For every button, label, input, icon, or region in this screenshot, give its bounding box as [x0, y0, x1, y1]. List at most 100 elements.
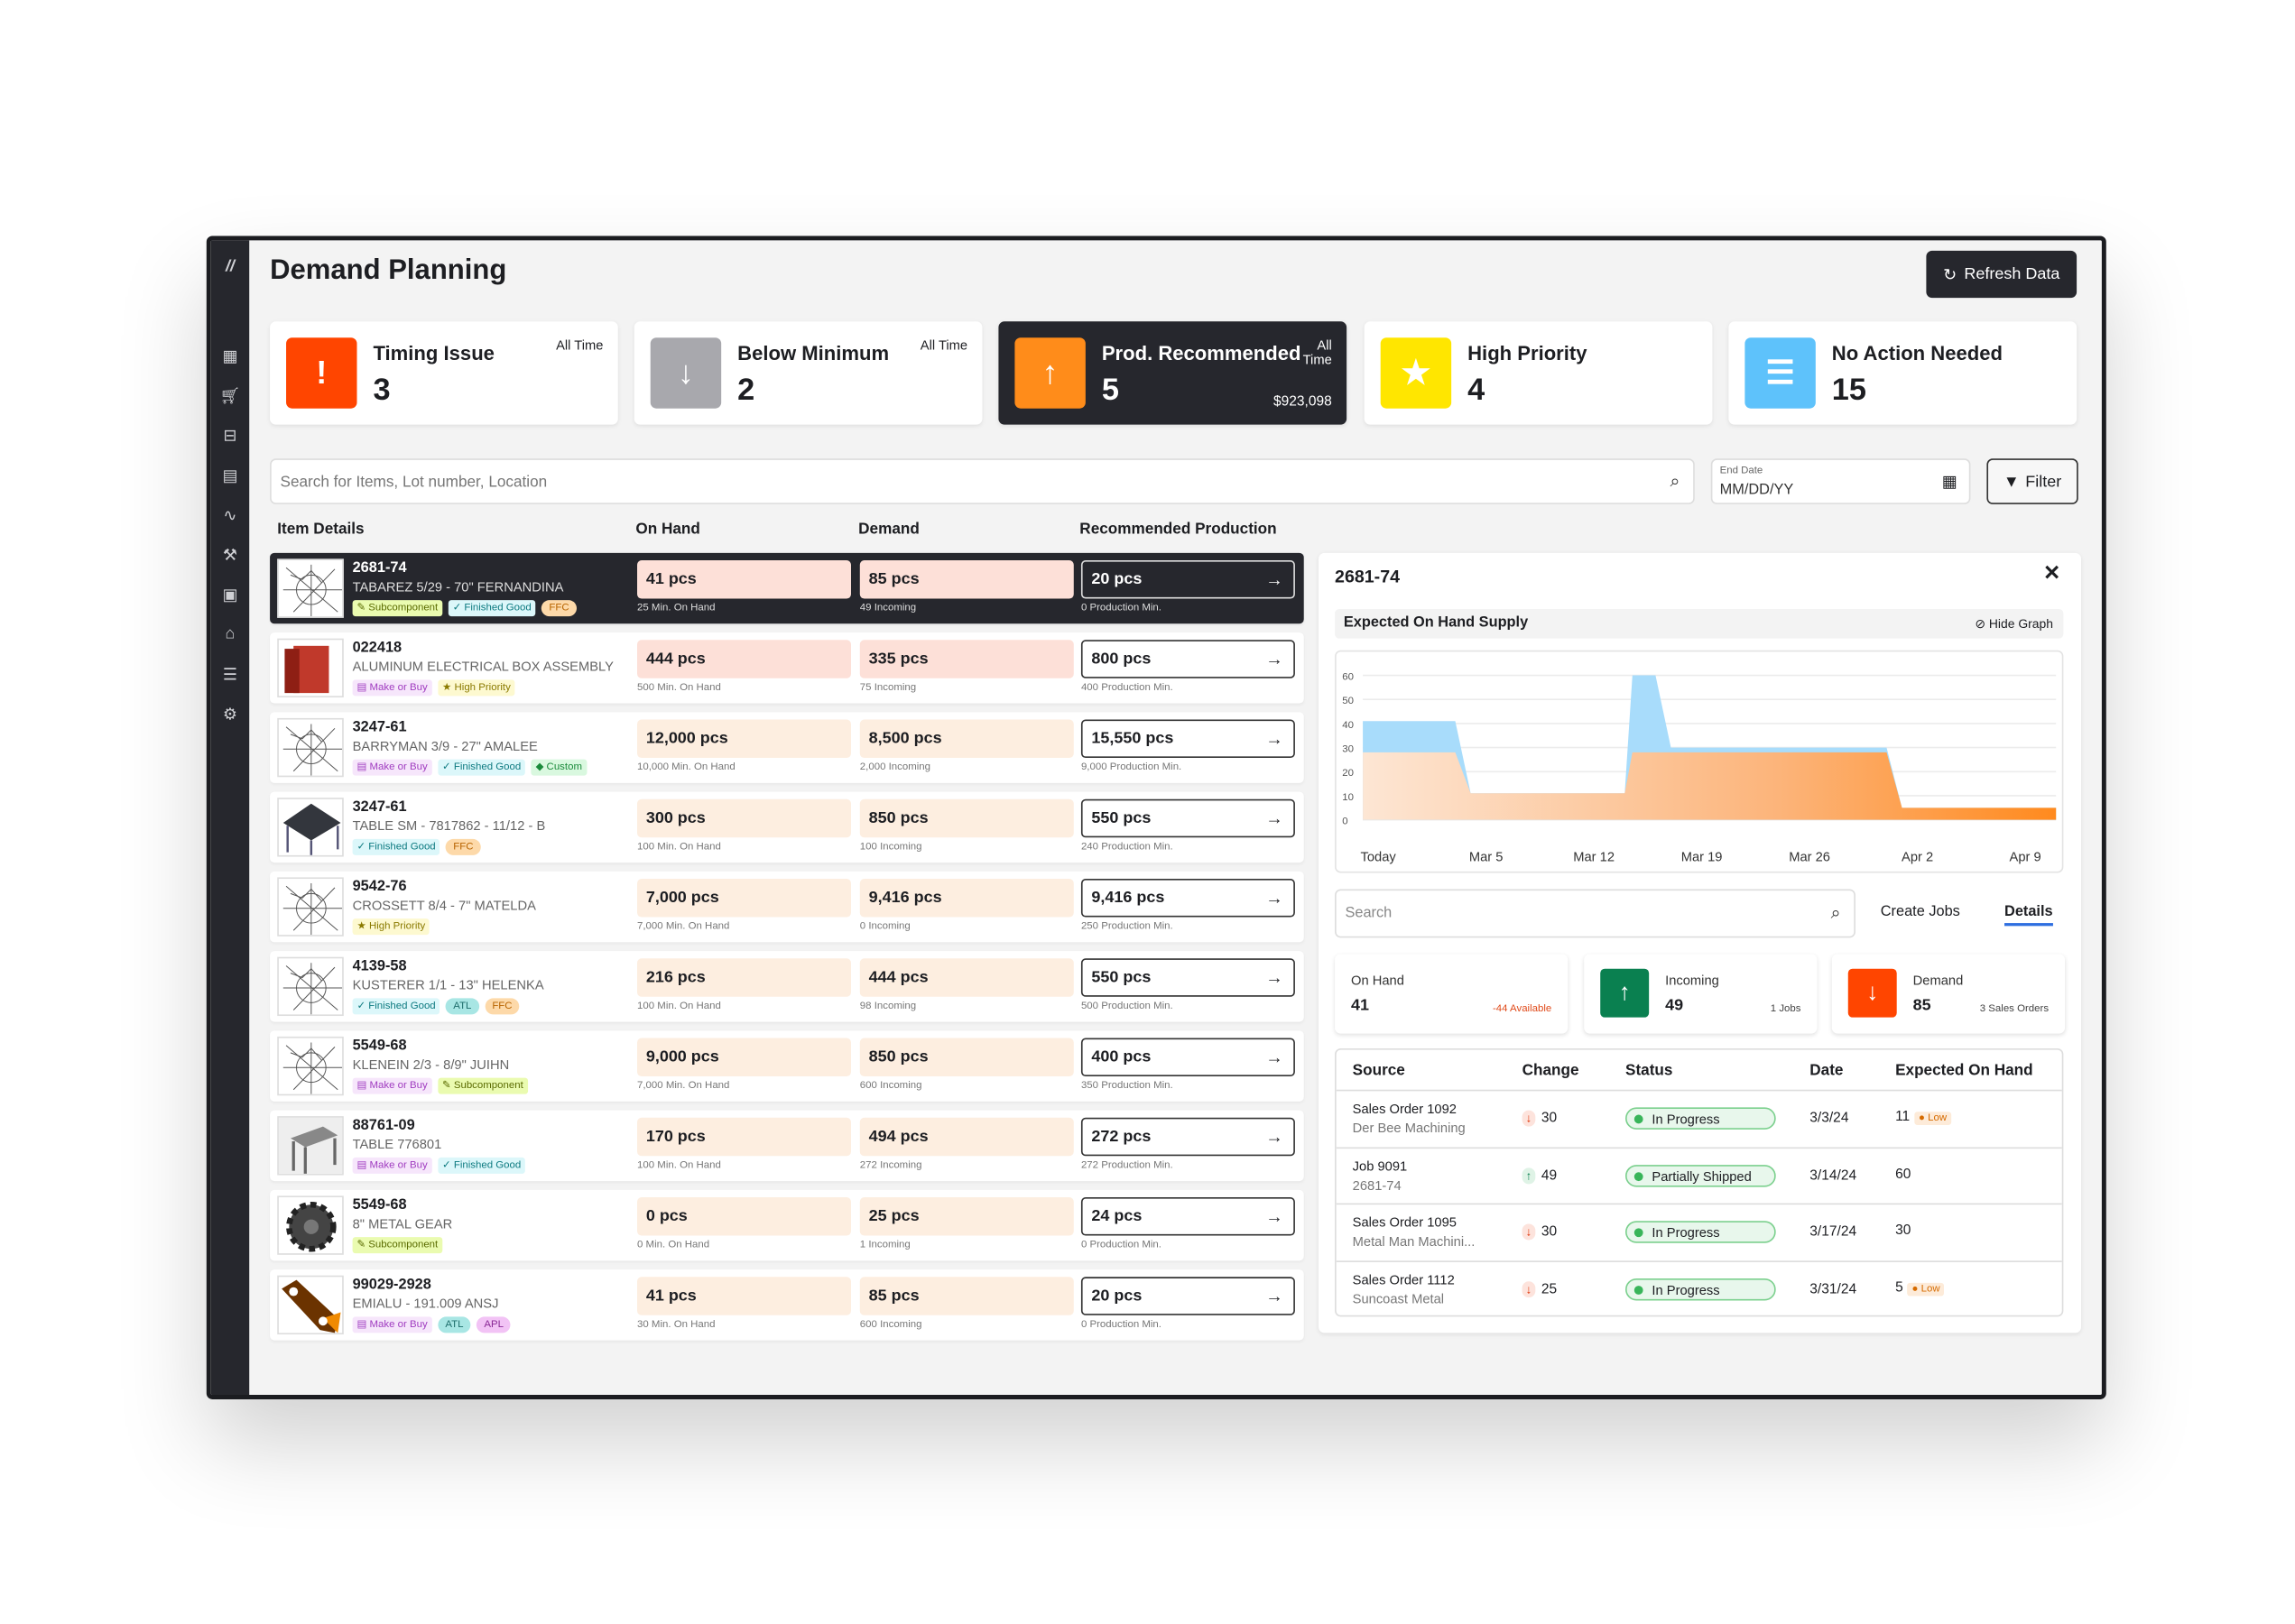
tab-details[interactable]: Details	[2004, 904, 2053, 927]
date-value: 3/17/24	[1809, 1223, 1857, 1241]
tag-label: FFC	[549, 603, 569, 614]
recommended-production-button[interactable]: 800 pcs →	[1080, 640, 1295, 678]
tag: ✓ Finished Good	[438, 759, 526, 776]
tag-list: ▤ Make or Buy ★ High Priority	[352, 679, 515, 697]
detail-search-input[interactable]: Search ⌕	[1335, 889, 1855, 938]
th-date: Date	[1809, 1061, 1844, 1080]
tag-label: ATL	[445, 1319, 464, 1331]
list-icon[interactable]: ☰	[222, 666, 238, 685]
production-min: 0 Production Min.	[1080, 1240, 1161, 1250]
table-row[interactable]: 88761-09 TABLE 776801 ▤ Make or Buy ✓ Fin…	[270, 1110, 1304, 1182]
graph-header: Expected On Hand Supply ⊘ Hide Graph	[1335, 608, 2064, 639]
on-hand-value: 12,000 pcs	[637, 719, 851, 759]
incoming-value: 600 Incoming	[859, 1319, 922, 1331]
recommended-production-button[interactable]: 15,550 pcs →	[1080, 719, 1295, 759]
recommended-production-button[interactable]: 20 pcs →	[1080, 560, 1295, 599]
table-row[interactable]: 2681-74 TABAREZ 5/29 - 70" FERNANDINA ✎ …	[270, 552, 1304, 624]
refresh-data-button[interactable]: ↻ Refresh Data	[1926, 250, 2078, 299]
card-period: All Time	[556, 337, 604, 353]
detail-title: 2681-74	[1335, 566, 1401, 587]
recommended-production-button[interactable]: 24 pcs →	[1080, 1197, 1295, 1236]
table-row[interactable]: 99029-2928 EMIALU - 191.009 ANSJ ▤ Make …	[270, 1269, 1304, 1341]
activity-icon[interactable]: ∿	[223, 507, 237, 525]
summary-card[interactable]: ☰ No Action Needed 15	[1728, 321, 2078, 425]
item-name: TABLE 776801	[352, 1137, 442, 1152]
production-min: 0 Production Min.	[1080, 1319, 1161, 1331]
tools-icon[interactable]: ⚒	[222, 547, 238, 565]
item-name: ALUMINUM ELECTRICAL BOX ASSEMBLY	[352, 659, 614, 674]
incoming-value: 272 Incoming	[859, 1160, 922, 1171]
y-tick-label: 60	[1342, 671, 1354, 682]
demand-value: 335 pcs	[859, 640, 1074, 678]
tag-label: Make or Buy	[369, 682, 428, 694]
calculator-icon[interactable]: ▣	[222, 586, 238, 605]
table-row[interactable]: 3247-61 TABLE SM - 7817862 - 11/12 - B ✓…	[270, 791, 1304, 863]
item-name: EMIALU - 191.009 ANSJ	[352, 1296, 499, 1311]
detail-table-row[interactable]: Sales Order 1112 Suncoast Metal ↓ 25 In P…	[1336, 1260, 2062, 1315]
tag-list: ✎ Subcomponent	[352, 1237, 443, 1254]
tag: ATL	[446, 998, 479, 1015]
inventory-icon[interactable]: ⊟	[223, 427, 237, 446]
logo-icon: //	[225, 258, 235, 276]
cart-icon[interactable]: 🛒︎	[219, 387, 241, 406]
production-min: 9,000 Production Min.	[1080, 761, 1182, 773]
item-id: 99029-2928	[352, 1277, 431, 1294]
recommended-production-button[interactable]: 400 pcs →	[1080, 1038, 1295, 1077]
tag-label: Make or Buy	[369, 1160, 428, 1171]
calendar-icon[interactable]: ▦	[1941, 473, 1957, 492]
table-row[interactable]: 3247-61 BARRYMAN 3/9 - 27" AMALEE ▤ Make…	[270, 712, 1304, 783]
tag-list: ▤ Make or Buy ATL APL	[352, 1316, 512, 1333]
filter-button[interactable]: ▼ Filter	[1986, 458, 2078, 504]
recommended-production-button[interactable]: 550 pcs →	[1080, 798, 1295, 838]
tag: ▤ Make or Buy	[352, 759, 432, 776]
close-icon[interactable]: ✕	[2042, 560, 2061, 585]
y-tick-label: 10	[1342, 792, 1354, 803]
search-icon[interactable]: ⌕	[1670, 470, 1680, 492]
summary-card[interactable]: ↓ Below Minimum 2 All Time	[634, 321, 983, 425]
hide-graph-button[interactable]: ⊘ Hide Graph	[1975, 616, 2053, 632]
end-date-input[interactable]: End Date MM/DD/YY ▦	[1710, 458, 1971, 504]
table-row[interactable]: 022418 ALUMINUM ELECTRICAL BOX ASSEMBLY …	[270, 632, 1304, 704]
recommended-value: 15,550 pcs	[1091, 729, 1174, 748]
recommended-production-button[interactable]: 272 pcs →	[1080, 1117, 1295, 1157]
summary-card[interactable]: ↑ Prod. Recommended 5 All Time $923,098	[998, 321, 1347, 425]
tag-icon: ▤	[356, 1319, 370, 1331]
production-min: 240 Production Min.	[1080, 842, 1173, 853]
warehouse-icon[interactable]: ⌂	[225, 624, 236, 643]
dashboard-icon[interactable]: ▦	[222, 347, 238, 366]
search-icon[interactable]: ⌕	[1830, 902, 1841, 924]
date-value: 3/14/24	[1809, 1167, 1857, 1184]
tag-label: Finished Good	[464, 603, 532, 614]
date-value: 3/31/24	[1809, 1280, 1857, 1297]
table-row[interactable]: 5549-68 8" METAL GEAR ✎ Subcomponent 0 p…	[270, 1189, 1304, 1261]
item-name: KUSTERER 1/1 - 13" HELENKA	[352, 977, 544, 992]
tab-create-jobs[interactable]: Create Jobs	[1880, 903, 1960, 920]
summary-card[interactable]: ! Timing Issue 3 All Time	[270, 321, 618, 425]
tag: ▤ Make or Buy	[352, 1316, 432, 1333]
recommended-production-button[interactable]: 20 pcs →	[1080, 1277, 1295, 1315]
calendar-icon[interactable]: ▤	[222, 467, 238, 485]
detail-table-row[interactable]: Sales Order 1095 Metal Man Machini... ↓ 3…	[1336, 1203, 2062, 1260]
arrow-right-icon: →	[1265, 887, 1283, 909]
source-name: Job 9091	[1352, 1158, 1408, 1174]
detail-table-row[interactable]: Sales Order 1092 Der Bee Machining ↓ 30 I…	[1336, 1089, 2062, 1146]
search-input[interactable]: Search for Items, Lot number, Location ⌕	[270, 458, 1695, 504]
min-on-hand: 10,000 Min. On Hand	[637, 761, 736, 773]
tag: ◆ Custom	[531, 759, 587, 776]
card-period: Time	[1302, 352, 1332, 367]
card-label: High Priority	[1467, 342, 1587, 364]
item-id: 5549-68	[352, 1038, 407, 1055]
detail-table-row[interactable]: Job 9091 2681-74 ↑ 49 Partially Shipped 3…	[1336, 1146, 2062, 1203]
summary-card[interactable]: ★ High Priority 4	[1364, 321, 1713, 425]
table-row[interactable]: 4139-58 KUSTERER 1/1 - 13" HELENKA ✓ Fin…	[270, 951, 1304, 1022]
demand-value: 850 pcs	[859, 798, 1074, 838]
detail-table: Source Change Status Date Expected On Ha…	[1335, 1047, 2064, 1317]
incoming-summary: ↑ Incoming 49 1 Jobs	[1584, 954, 1818, 1034]
table-row[interactable]: 5549-68 KLENEIN 2/3 - 8/9" JUIHN ▤ Make …	[270, 1030, 1304, 1102]
table-row[interactable]: 9542-76 CROSSETT 8/4 - 7" MATELDA ★ High…	[270, 871, 1304, 943]
settings-icon[interactable]: ⚙	[222, 706, 238, 724]
item-thumbnail	[277, 558, 344, 618]
incoming-value: 49 Incoming	[859, 603, 917, 614]
recommended-production-button[interactable]: 9,416 pcs →	[1080, 879, 1295, 918]
recommended-production-button[interactable]: 550 pcs →	[1080, 958, 1295, 997]
